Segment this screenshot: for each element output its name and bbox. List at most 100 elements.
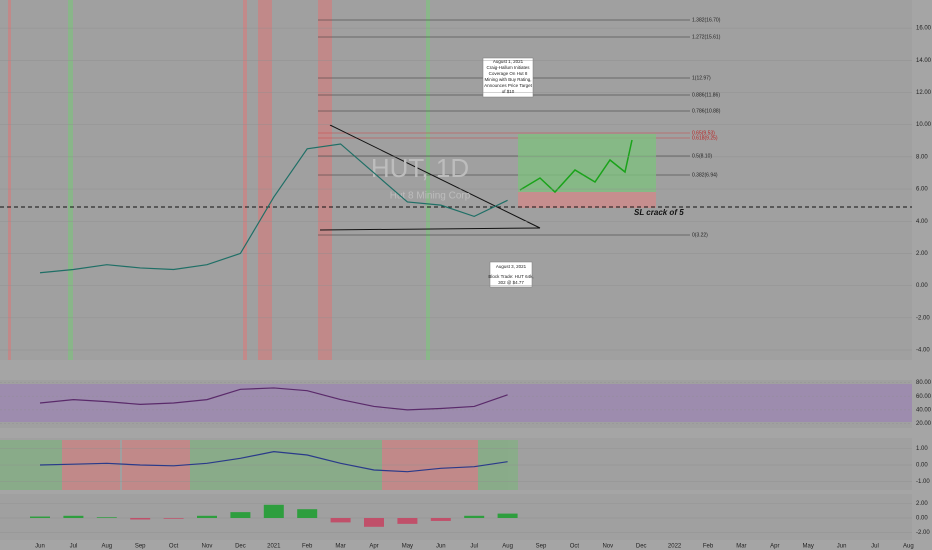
bar (397, 518, 418, 524)
bar (464, 515, 485, 518)
x-tick-label: Sep (135, 544, 146, 550)
y-tick-label: -1.00 (916, 479, 930, 485)
bar (63, 515, 84, 518)
x-tick-label: Feb (302, 544, 313, 550)
y-tick-label: 4.00 (916, 219, 928, 225)
y-tick-label: 40.00 (916, 407, 932, 413)
x-tick-label: Aug (502, 544, 513, 550)
fib-label: 0.786(10.88) (692, 108, 721, 114)
data-line (39, 387, 508, 411)
x-tick-label: May (803, 544, 814, 550)
x-tick-label: Jun (436, 544, 446, 550)
x-tick-label: Aug (101, 544, 112, 550)
x-tick-label: Feb (703, 544, 714, 550)
callout-text: of $10 (502, 89, 515, 94)
y-tick-label: -4.00 (916, 348, 930, 354)
x-tick-label: Sep (536, 544, 547, 550)
y-tick-label: -2.00 (916, 530, 930, 536)
x-tick-label: Mar (335, 544, 345, 550)
x-tick-label: Jul (871, 544, 879, 550)
price-pane (0, 0, 912, 360)
x-tick-label: Nov (202, 544, 213, 550)
callout-text: 302 @ $4.77 (498, 280, 524, 285)
callout-box (482, 57, 534, 98)
data-line (39, 143, 508, 274)
target-zone (518, 134, 656, 192)
callout-text: Block Trade: HUT 64k, (488, 274, 533, 279)
y-tick-label: 0.00 (916, 283, 928, 289)
x-tick-label: Nov (602, 544, 613, 550)
bar (30, 516, 50, 518)
fib-label: 0.886(11.86) (692, 92, 720, 98)
triangle-upper (329, 124, 541, 229)
bar (197, 515, 217, 518)
watermark-sub: Hut 8 Mining Corp (390, 191, 471, 202)
fib-label: 0(3.22) (692, 232, 708, 238)
bar (364, 518, 384, 527)
y-tick-label: 6.00 (916, 187, 928, 193)
fib-label: 0.382(6.94) (692, 172, 718, 178)
watermark: HUT, 1D (371, 153, 469, 183)
fib-label: 1.272(15.61) (692, 34, 721, 40)
y-tick-label: 10.00 (916, 122, 932, 128)
note: SL crack of 5 (634, 208, 684, 217)
y-tick-label: 16.00 (916, 26, 932, 32)
callout-box (489, 261, 533, 288)
y-tick-label: 2.00 (916, 251, 928, 257)
bar (263, 504, 284, 518)
x-tick-label: Oct (570, 544, 580, 550)
bar (96, 517, 117, 518)
fib-label: 1(12.97) (692, 75, 711, 81)
bar (430, 518, 451, 521)
fib-label: 1.382(16.70) (692, 17, 721, 23)
y-tick-label: 0.00 (916, 463, 928, 469)
y-tick-label: 14.00 (916, 58, 932, 64)
y-tick-label: 8.00 (916, 154, 928, 160)
fib-label: 0.65(9.53) (692, 130, 715, 136)
data-line (39, 451, 508, 473)
x-tick-label: Oct (169, 544, 179, 550)
y-tick-label: 20.00 (916, 421, 932, 427)
y-tick-label: 60.00 (916, 394, 932, 400)
x-tick-label: Dec (636, 544, 647, 550)
stop-zone (518, 192, 656, 208)
x-tick-label: May (402, 544, 413, 550)
x-tick-label: Mar (736, 544, 746, 550)
bar (230, 512, 251, 518)
triangle-lower (319, 227, 541, 231)
x-tick-label: 2022 (668, 544, 682, 550)
callout-text: August 1, 2021 (493, 59, 524, 64)
projection-arrow (519, 139, 633, 194)
x-tick-label: Jun (837, 544, 847, 550)
fib-label: 0.5(8.10) (692, 153, 712, 159)
fib-lines (318, 19, 690, 236)
callout-text: August 3, 2021 (496, 264, 527, 269)
y-tick-label: 1.00 (916, 446, 928, 452)
bar (330, 518, 351, 523)
x-tick-label: Jul (70, 544, 78, 550)
bar (297, 509, 318, 518)
bar (163, 518, 184, 519)
bar (497, 513, 518, 518)
y-tick-label: 12.00 (916, 90, 932, 96)
x-tick-label: Apr (770, 544, 779, 550)
callout-text: Coverage On Hut 8 (489, 71, 528, 76)
callout-text: Mining with Buy Rating, (484, 77, 531, 82)
x-tick-label: 2021 (267, 544, 281, 550)
hist-pane (0, 494, 912, 540)
rsi-band (0, 384, 912, 422)
x-tick-label: Aug (903, 544, 914, 550)
x-tick-label: Jun (35, 544, 45, 550)
callout-text: Craig-Hallum Initiates (486, 65, 530, 70)
y-tick-label: 2.00 (916, 501, 928, 507)
fib-label: 0.618(9.25) (692, 135, 718, 141)
x-tick-label: Apr (369, 544, 378, 550)
callout-text: Announces Price Target (484, 83, 532, 88)
y-tick-label: 80.00 (916, 380, 932, 386)
y-tick-label: -2.00 (916, 315, 930, 321)
y-tick-label: 0.00 (916, 516, 928, 522)
bar (130, 518, 151, 520)
x-tick-label: Dec (235, 544, 246, 550)
x-tick-label: Jul (470, 544, 478, 550)
